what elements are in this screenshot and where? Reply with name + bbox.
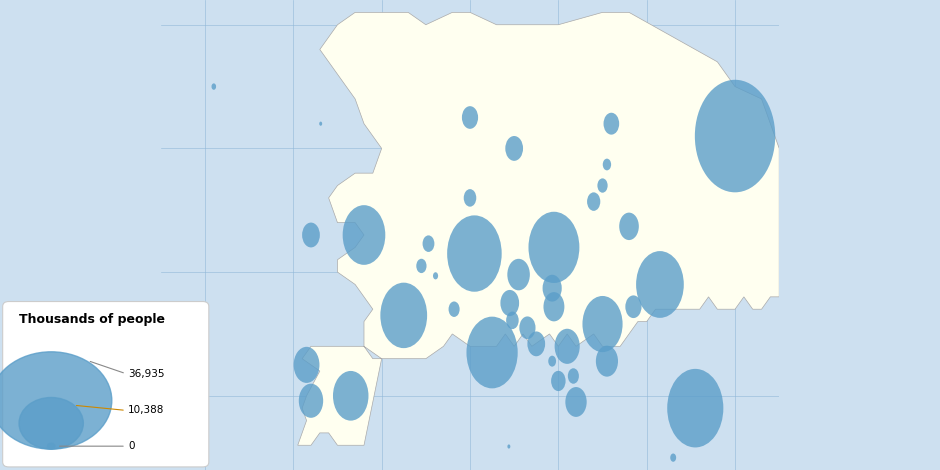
- Circle shape: [299, 384, 323, 418]
- Circle shape: [508, 259, 530, 290]
- Circle shape: [48, 443, 55, 449]
- Circle shape: [381, 282, 427, 348]
- Text: Thousands of people: Thousands of people: [19, 313, 164, 326]
- Circle shape: [508, 445, 510, 448]
- Text: 36,935: 36,935: [128, 368, 164, 379]
- Circle shape: [500, 290, 519, 316]
- Circle shape: [548, 356, 556, 367]
- Circle shape: [598, 178, 607, 193]
- Circle shape: [588, 192, 601, 211]
- Circle shape: [667, 369, 724, 447]
- Circle shape: [528, 212, 579, 283]
- Circle shape: [19, 398, 84, 449]
- Circle shape: [619, 212, 639, 240]
- Polygon shape: [298, 12, 779, 445]
- Circle shape: [462, 106, 478, 129]
- Circle shape: [416, 259, 427, 273]
- Circle shape: [343, 205, 385, 265]
- Circle shape: [543, 292, 564, 321]
- Circle shape: [603, 159, 611, 170]
- Circle shape: [596, 345, 618, 376]
- Text: 10,388: 10,388: [128, 406, 164, 415]
- Circle shape: [463, 189, 477, 207]
- Text: 0: 0: [128, 441, 134, 451]
- Circle shape: [466, 317, 518, 388]
- Circle shape: [333, 371, 368, 421]
- Circle shape: [423, 235, 434, 252]
- Circle shape: [695, 80, 775, 192]
- FancyBboxPatch shape: [3, 302, 209, 467]
- Circle shape: [447, 215, 502, 292]
- Circle shape: [583, 296, 622, 352]
- Circle shape: [320, 122, 322, 126]
- Circle shape: [542, 275, 562, 302]
- Circle shape: [506, 312, 519, 329]
- Circle shape: [625, 296, 641, 318]
- Circle shape: [0, 352, 112, 449]
- Circle shape: [506, 136, 523, 161]
- Circle shape: [527, 331, 545, 356]
- Circle shape: [433, 272, 438, 279]
- Circle shape: [302, 223, 320, 247]
- Circle shape: [670, 454, 676, 462]
- Circle shape: [565, 387, 587, 417]
- Circle shape: [448, 301, 460, 317]
- Circle shape: [551, 371, 566, 391]
- Circle shape: [636, 251, 683, 318]
- Circle shape: [212, 83, 216, 90]
- Circle shape: [519, 316, 536, 339]
- Circle shape: [555, 329, 580, 364]
- Circle shape: [293, 347, 320, 383]
- Circle shape: [568, 368, 579, 384]
- Circle shape: [603, 113, 619, 134]
